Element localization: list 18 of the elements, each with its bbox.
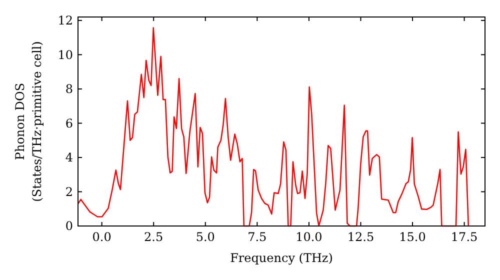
x-tick-label: 12.5	[347, 230, 374, 244]
y-tick-label: 4	[65, 150, 74, 165]
y-tick-label: 12	[58, 14, 73, 28]
y-tick-label: 10	[58, 48, 73, 62]
x-tick-label: 15.0	[399, 230, 426, 244]
y-tick-label: 0	[65, 219, 73, 234]
y-tick-label: 8	[65, 82, 73, 96]
x-tick-label: 17.5	[450, 230, 478, 244]
x-tick-label: 5.0	[196, 230, 215, 244]
x-tick-label: 10.0	[296, 230, 322, 244]
x-tick-label: 2.5	[144, 230, 164, 244]
x-tick-label: 0.0	[92, 230, 112, 244]
line-series	[77, 27, 470, 227]
y-axis-title: Phonon DOS (States/THz·primitive cell)	[13, 41, 44, 202]
y-tick-label: 2	[65, 184, 73, 199]
x-tick-label: 7.5	[248, 230, 267, 244]
y-tick-label: 6	[65, 116, 73, 130]
x-axis-title: Frequency (THz)	[230, 251, 333, 265]
